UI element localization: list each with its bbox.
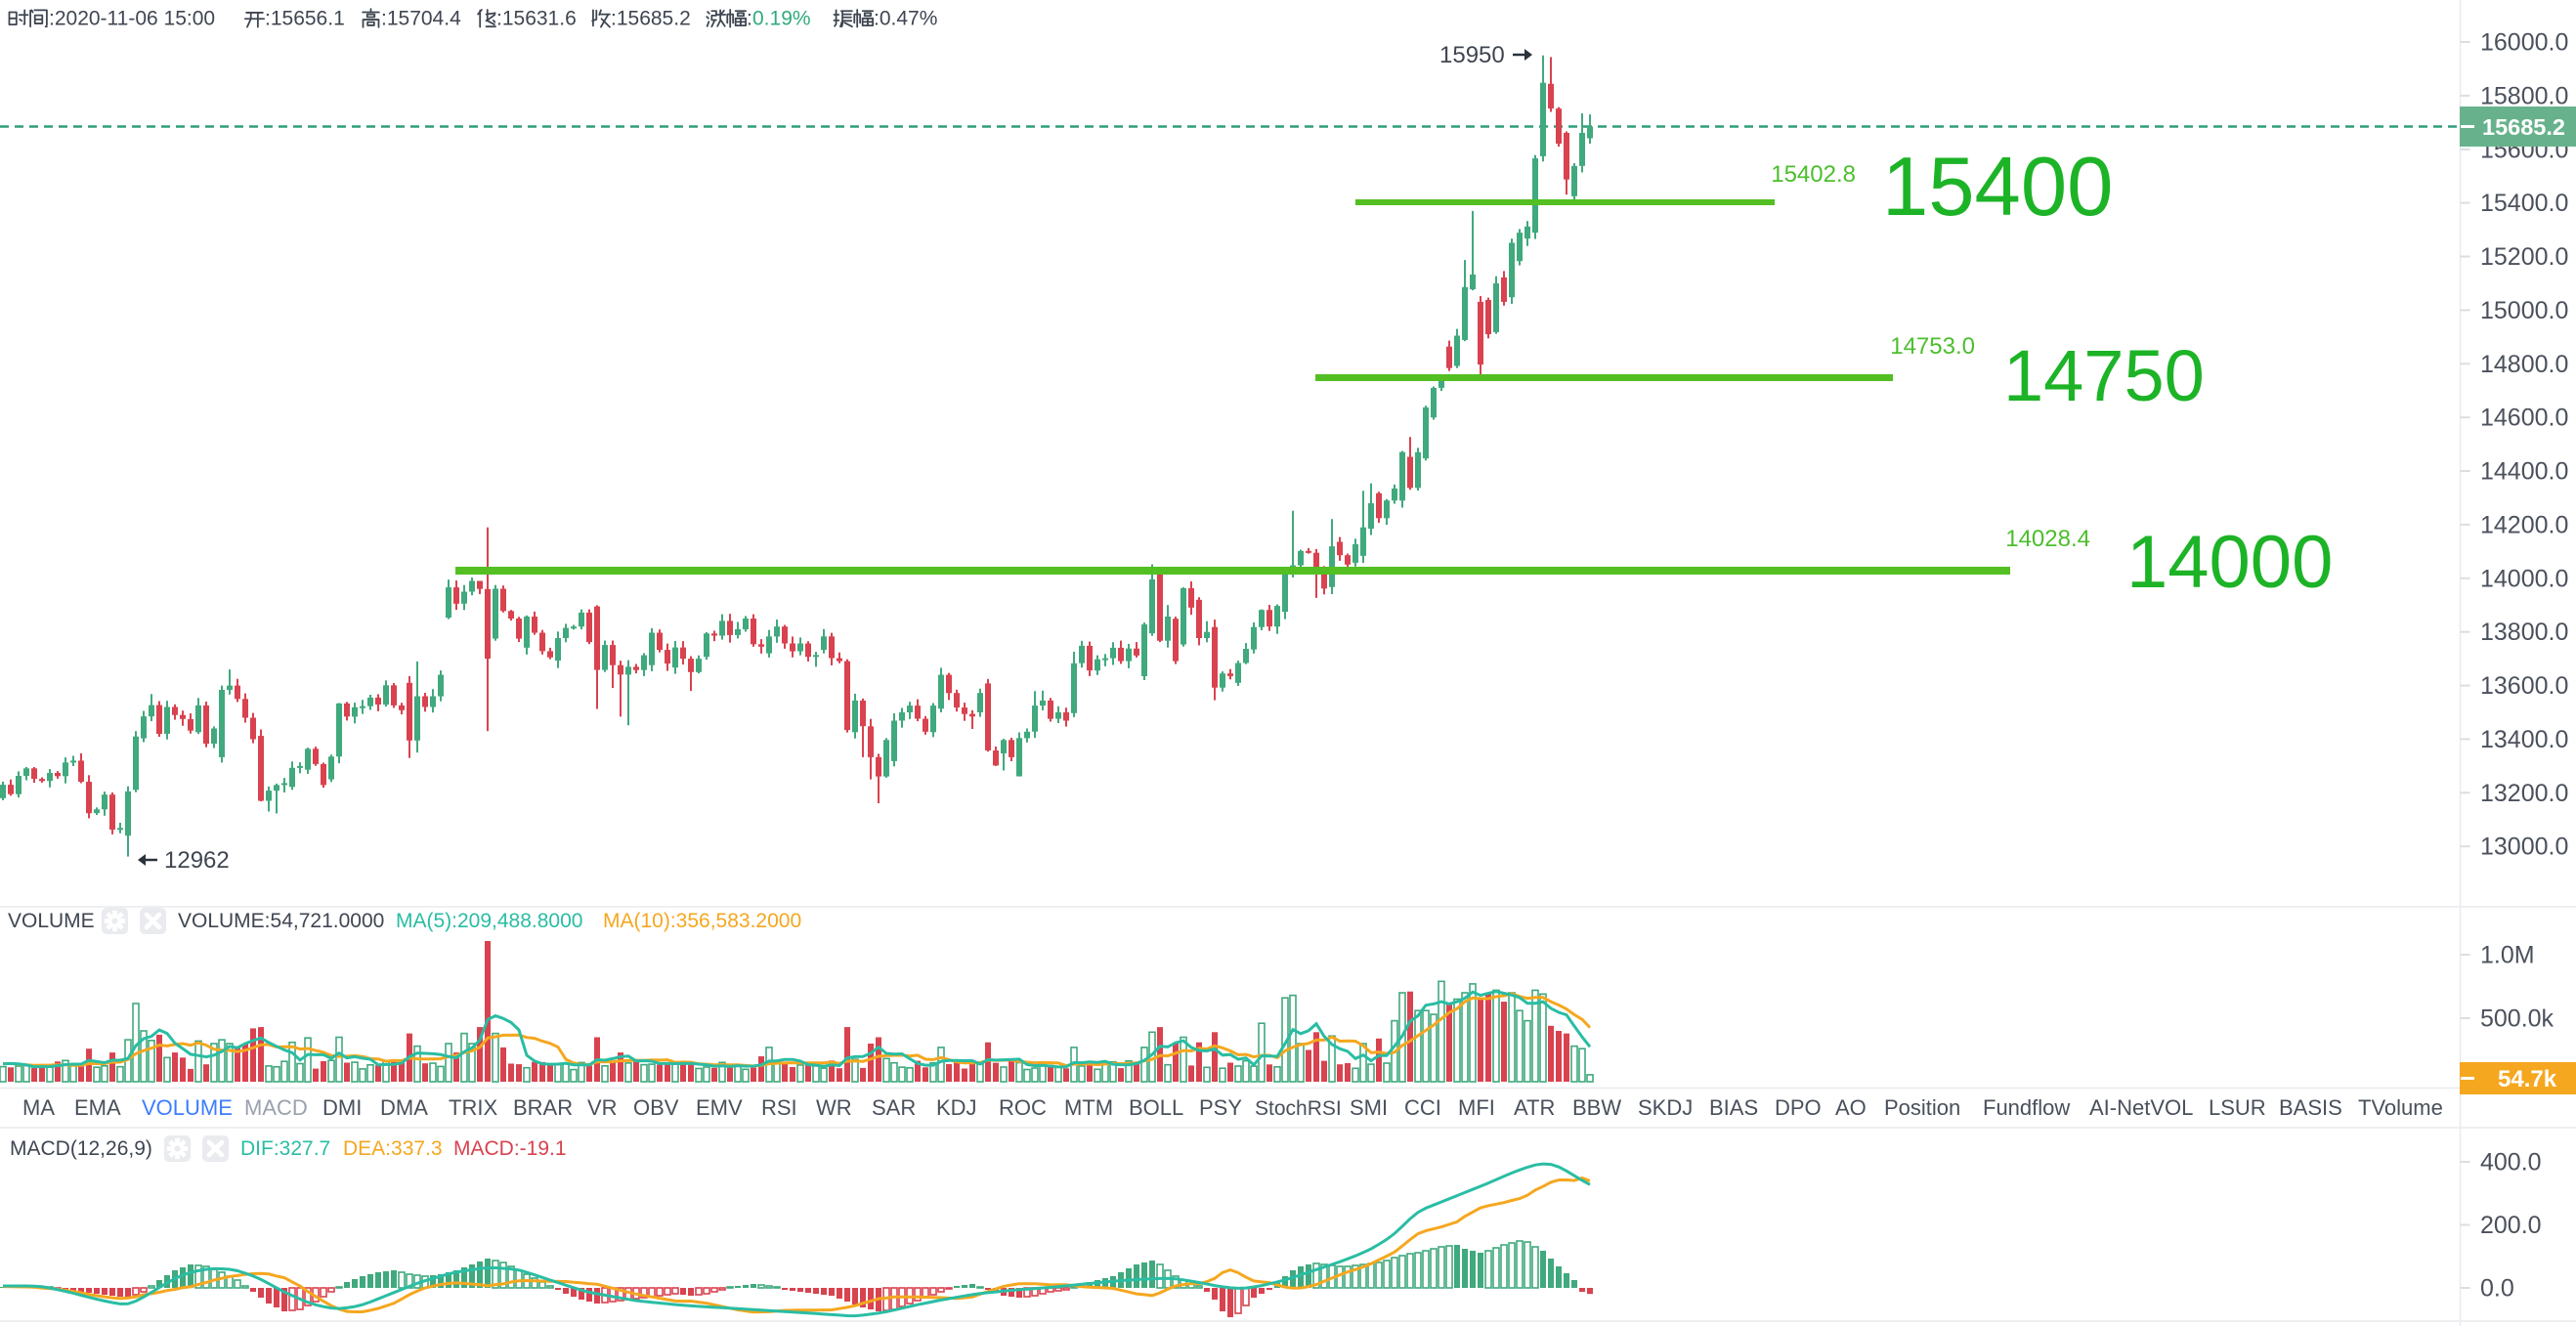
svg-text:OBV: OBV <box>633 1095 679 1120</box>
svg-text:TRIX: TRIX <box>449 1095 497 1120</box>
svg-text:MFI: MFI <box>1458 1095 1495 1120</box>
svg-text:BBW: BBW <box>1572 1095 1621 1120</box>
svg-text:StochRSI: StochRSI <box>1255 1097 1342 1120</box>
svg-text:EMA: EMA <box>74 1095 121 1120</box>
svg-text:RSI: RSI <box>761 1095 797 1120</box>
svg-text:CCI: CCI <box>1404 1095 1441 1120</box>
svg-text:14750: 14750 <box>2003 335 2205 416</box>
svg-text:15200.0: 15200.0 <box>2480 243 2568 271</box>
svg-text:13000.0: 13000.0 <box>2480 834 2568 861</box>
svg-text:MA: MA <box>22 1095 55 1120</box>
svg-text:PSY: PSY <box>1199 1095 1242 1120</box>
svg-text:14800.0: 14800.0 <box>2480 351 2568 378</box>
svg-text:TVolume: TVolume <box>2358 1095 2443 1120</box>
svg-text:15400: 15400 <box>1882 141 2113 234</box>
svg-text:12962: 12962 <box>164 847 230 874</box>
svg-text:SKDJ: SKDJ <box>1638 1095 1693 1120</box>
svg-text::0.47%: :0.47% <box>874 8 937 30</box>
svg-text:200.0: 200.0 <box>2480 1212 2542 1239</box>
svg-text:54.7k: 54.7k <box>2498 1066 2557 1092</box>
svg-text:14000.0: 14000.0 <box>2480 565 2568 592</box>
svg-text::15704.4: :15704.4 <box>381 8 461 30</box>
svg-text:BOLL: BOLL <box>1129 1095 1183 1120</box>
svg-text:ATR: ATR <box>1514 1095 1555 1120</box>
svg-text:SMI: SMI <box>1350 1095 1388 1120</box>
svg-text:500.0k: 500.0k <box>2480 1005 2555 1033</box>
svg-text:AI-NetVOL: AI-NetVOL <box>2089 1095 2193 1120</box>
svg-text:15402.8: 15402.8 <box>1771 161 1856 188</box>
svg-text:13800.0: 13800.0 <box>2480 619 2568 646</box>
svg-text:MACD: MACD <box>244 1095 308 1120</box>
svg-text:MA(10):356,583.2000: MA(10):356,583.2000 <box>603 910 801 932</box>
svg-text:400.0: 400.0 <box>2480 1149 2542 1176</box>
svg-text:15950: 15950 <box>1439 42 1505 68</box>
svg-text:KDJ: KDJ <box>936 1095 977 1120</box>
svg-text:MACD(12,26,9): MACD(12,26,9) <box>10 1137 152 1160</box>
svg-text:VR: VR <box>587 1095 618 1120</box>
svg-text:16000.0: 16000.0 <box>2480 29 2568 57</box>
svg-text:13600.0: 13600.0 <box>2480 672 2568 700</box>
svg-text:EMV: EMV <box>696 1095 743 1120</box>
svg-text::: : <box>747 8 752 30</box>
svg-text:14028.4: 14028.4 <box>2005 526 2090 552</box>
svg-text:15400.0: 15400.0 <box>2480 190 2568 217</box>
svg-text:BIAS: BIAS <box>1709 1095 1758 1120</box>
svg-text:MACD:-19.1: MACD:-19.1 <box>453 1137 567 1160</box>
svg-text:MTM: MTM <box>1064 1095 1113 1120</box>
svg-text:13400.0: 13400.0 <box>2480 726 2568 753</box>
svg-text:LSUR: LSUR <box>2209 1095 2266 1120</box>
svg-text:DMA: DMA <box>380 1095 428 1120</box>
svg-text::2020-11-06 15:00: :2020-11-06 15:00 <box>49 8 215 30</box>
svg-text:MA(5):209,488.8000: MA(5):209,488.8000 <box>396 910 582 932</box>
svg-text::15656.1: :15656.1 <box>265 8 345 30</box>
svg-text:0.0: 0.0 <box>2480 1275 2514 1303</box>
svg-text:15000.0: 15000.0 <box>2480 297 2568 324</box>
svg-text:BRAR: BRAR <box>513 1095 573 1120</box>
svg-text:14000: 14000 <box>2126 521 2333 604</box>
svg-text:BASIS: BASIS <box>2279 1095 2342 1120</box>
svg-text:DPO: DPO <box>1775 1095 1822 1120</box>
svg-text:DMI: DMI <box>322 1095 362 1120</box>
svg-text:1.0M: 1.0M <box>2480 942 2535 969</box>
svg-text:VOLUME: VOLUME <box>142 1095 233 1120</box>
svg-text:15685.2: 15685.2 <box>2482 114 2565 140</box>
svg-text:0.19%: 0.19% <box>752 8 811 30</box>
svg-text:VOLUME: VOLUME <box>8 910 95 932</box>
svg-text:ROC: ROC <box>999 1095 1047 1120</box>
svg-text:13200.0: 13200.0 <box>2480 780 2568 807</box>
svg-text:14200.0: 14200.0 <box>2480 511 2568 538</box>
svg-text:WR: WR <box>816 1095 852 1120</box>
svg-text:14600.0: 14600.0 <box>2480 405 2568 432</box>
svg-text:DEA:337.3: DEA:337.3 <box>343 1137 443 1160</box>
svg-text::15685.2: :15685.2 <box>611 8 691 30</box>
svg-text:VOLUME:54,721.0000: VOLUME:54,721.0000 <box>178 910 384 932</box>
svg-text:Position: Position <box>1884 1095 1960 1120</box>
svg-text::15631.6: :15631.6 <box>496 8 577 30</box>
svg-text:14400.0: 14400.0 <box>2480 458 2568 486</box>
svg-text:SAR: SAR <box>872 1095 916 1120</box>
svg-text:AO: AO <box>1835 1095 1867 1120</box>
svg-text:Fundflow: Fundflow <box>1983 1095 2070 1120</box>
svg-text:DIF:327.7: DIF:327.7 <box>240 1137 330 1160</box>
svg-text:15800.0: 15800.0 <box>2480 82 2568 109</box>
svg-text:14753.0: 14753.0 <box>1890 333 1975 360</box>
